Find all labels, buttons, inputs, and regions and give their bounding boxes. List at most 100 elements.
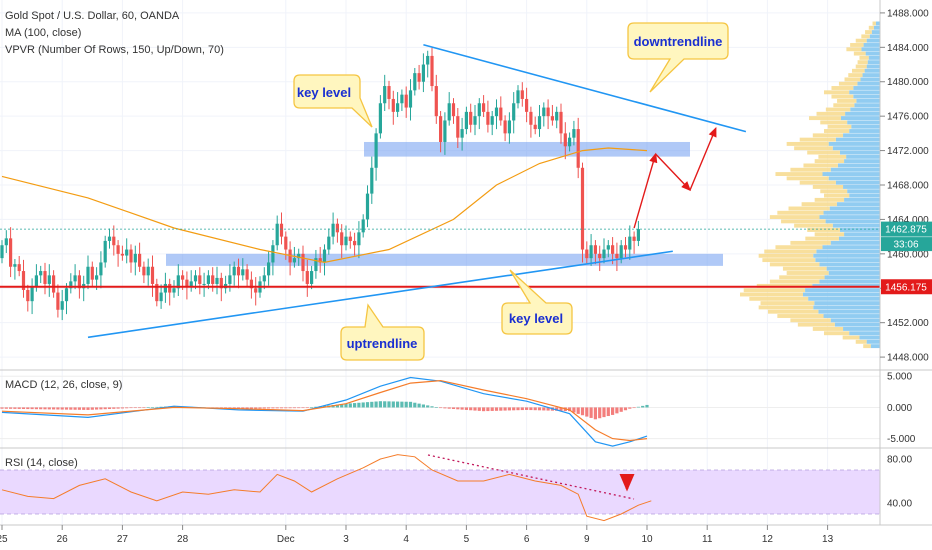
macd-histogram-bar [615,407,619,414]
volume-bar-up [860,77,880,82]
volume-bar-down [740,292,803,297]
macd-histogram-bar [580,407,585,416]
price-panel[interactable]: downtrendline key level uptrendline key … [0,0,880,525]
volume-bar-up [830,240,880,245]
candle-body [262,275,266,282]
volume-bar-down [807,228,840,232]
candle-body [503,120,507,134]
candle-body [520,90,524,99]
macd-title: MACD (12, 26, close, 9) [5,379,122,391]
price-tick-label: 1488.000 [887,8,929,19]
macd-histogram-bar [632,407,636,409]
candle-body [69,281,73,289]
volume-bar-down [855,38,867,43]
price-axis[interactable]: 1448.0001452.0001456.0001460.0001464.000… [879,0,932,525]
macd-histogram-bar [619,407,623,412]
volume-bar-up [805,288,880,293]
macd-histogram-bar [421,404,425,408]
macd-histogram-bar [645,404,649,408]
candle-body [443,120,447,142]
macd-histogram-bar [374,401,378,408]
candle-body [314,258,318,272]
macd-histogram-bar [30,407,34,410]
macd-histogram-bar [159,406,163,408]
macd-histogram-bar [275,407,279,409]
volume-bar-down [769,279,820,284]
macd-histogram-bar [34,407,38,410]
candle-body [310,271,314,284]
rsi-panel[interactable]: RSI (14, close) [0,447,932,522]
macd-histogram-bar [451,407,456,409]
price-tick-label: 1448.000 [887,353,929,364]
macd-histogram-bar [430,406,434,408]
macd-histogram-bar [103,407,107,410]
candle-body [327,236,331,250]
candle-body [589,245,593,259]
time-tick-label: Dec [277,534,295,545]
volume-bar-up [864,68,880,73]
macd-histogram-bar [64,407,69,410]
candle-body [585,249,589,259]
candle-body [150,266,155,284]
volume-bar-up [823,210,880,215]
candle-body [486,111,490,125]
volume-bar-down [818,154,847,159]
callout-key-level-top: key level [293,74,373,128]
macd-histogram [0,401,649,420]
time-axis[interactable]: 25 26 27 28 Dec 3 4 5 6 9 10 11 12 13 [0,524,932,545]
macd-histogram-bar [107,407,112,409]
volume-bar-down [786,141,829,146]
candle-body [473,116,477,125]
time-tick-label: 26 [57,534,69,545]
macd-histogram-bar [542,407,546,411]
candle-body [17,264,21,272]
volume-bar-up [850,107,880,112]
ma-indicator-label: MA (100, close) [5,27,81,39]
macd-histogram-bar [404,401,408,408]
macd-histogram-bar [52,407,56,410]
candle-body [512,103,516,121]
volume-bar-down [758,305,814,310]
volume-bar-up [865,51,880,56]
candle-body [241,269,245,276]
time-tick-label: 27 [117,534,129,545]
volume-bar-down [827,124,852,129]
macd-histogram-bar [507,407,511,411]
macd-histogram-bar [387,401,391,408]
volume-bar-down [850,43,864,47]
volume-bar-down [824,129,850,133]
candle-body [215,277,219,284]
volume-bar-up [849,129,880,133]
macd-histogram-bar [13,407,17,409]
volume-bar-down [779,275,825,280]
macd-histogram-bar [99,407,103,410]
volume-bar-down [812,326,844,331]
candle-body [464,111,468,130]
volume-bar-down [812,185,844,189]
volume-bar-down [790,318,831,323]
macd-histogram-bar [82,407,86,410]
candle-body [275,223,279,246]
volume-bar-down [799,180,836,185]
macd-histogram-bar [426,405,430,408]
candle-body [525,98,529,112]
volume-bar-down [824,90,850,95]
candle-body [159,292,163,302]
volume-bar-up [838,236,880,241]
volume-bar-down [768,309,819,314]
macd-histogram-bar [555,407,559,411]
macd-histogram-bar [611,407,615,415]
macd-histogram-bar [585,407,589,417]
volume-bar-down [760,301,815,306]
macd-histogram-bar [572,407,576,413]
candle-body [408,90,413,108]
callout-uptrend-text: uptrendline [347,336,418,351]
macd-histogram-bar [236,407,241,409]
macd-histogram-bar [344,403,348,408]
macd-histogram-bar [400,401,404,408]
time-tick-label: 12 [762,534,774,545]
macd-panel[interactable]: MACD (12, 26, close, 9) [0,369,932,447]
volume-bar-down [865,30,872,35]
rsi-title: RSI (14, close) [5,457,78,469]
